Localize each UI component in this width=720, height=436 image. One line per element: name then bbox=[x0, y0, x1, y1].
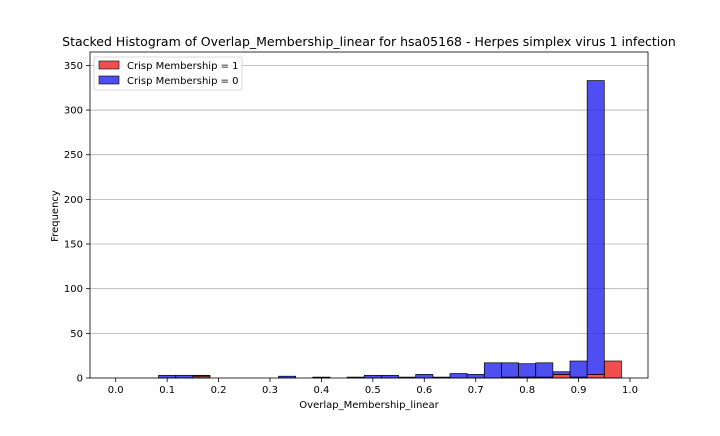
x-tick-label: 0.3 bbox=[262, 385, 278, 396]
x-tick-label: 0.5 bbox=[365, 385, 381, 396]
histogram-bar bbox=[501, 362, 519, 378]
histogram-bar bbox=[552, 371, 571, 375]
y-tick-label: 0 bbox=[77, 374, 83, 385]
legend-frame bbox=[93, 56, 243, 91]
y-tick-label: 50 bbox=[70, 329, 83, 340]
histogram-bar bbox=[158, 374, 177, 379]
histogram-bar bbox=[586, 374, 605, 379]
histogram-bar bbox=[415, 374, 434, 379]
x-tick-label: 0.2 bbox=[211, 385, 227, 396]
x-tick-label: 0.0 bbox=[108, 385, 124, 396]
x-axis-ticks: 0.0 0.1 0.2 0.3 0.4 0.5 0.6 0.7 0.8 0.9 1.0 bbox=[108, 378, 638, 396]
legend-swatch-crisp-1 bbox=[98, 60, 120, 70]
y-axis-title: Frequency bbox=[50, 190, 61, 242]
y-tick-label: 300 bbox=[64, 106, 83, 117]
y-tick-label: 350 bbox=[64, 61, 83, 72]
histogram-bar bbox=[192, 374, 211, 377]
x-axis-title: Overlap_Membership_linear bbox=[299, 400, 439, 411]
histogram-bar bbox=[586, 80, 605, 375]
x-tick-label: 0.1 bbox=[159, 385, 175, 396]
bars bbox=[158, 80, 622, 379]
legend-label-crisp-1: Crisp Membership = 1 bbox=[127, 61, 239, 72]
histogram-bar bbox=[466, 374, 485, 379]
y-tick-label: 100 bbox=[64, 284, 83, 295]
histogram-bar bbox=[518, 363, 537, 378]
histogram-bar bbox=[175, 374, 194, 379]
histogram-bar bbox=[449, 373, 468, 379]
y-tick-label: 200 bbox=[64, 195, 83, 206]
histogram-bar bbox=[535, 362, 554, 378]
x-tick-label: 0.6 bbox=[416, 385, 432, 396]
plot-frame bbox=[89, 51, 649, 379]
histogram-bar bbox=[483, 362, 502, 379]
x-tick-label: 1.0 bbox=[622, 385, 638, 396]
y-tick-label: 150 bbox=[64, 240, 83, 251]
histogram-bar bbox=[603, 360, 622, 379]
x-tick-label: 0.8 bbox=[519, 385, 535, 396]
chart-title: Stacked Histogram of Overlap_Membership_… bbox=[62, 34, 676, 49]
histogram-bar bbox=[363, 374, 382, 379]
histogram-bar bbox=[381, 374, 399, 379]
x-tick-label: 0.7 bbox=[468, 385, 484, 396]
y-tick-label: 250 bbox=[64, 150, 83, 161]
y-axis-ticks: 0 50 100 150 200 250 300 350 bbox=[64, 61, 90, 385]
legend-label-crisp-0: Crisp Membership = 0 bbox=[127, 76, 239, 87]
x-tick-label: 0.9 bbox=[571, 385, 587, 396]
legend-swatch-crisp-0 bbox=[98, 75, 120, 85]
histogram-bar bbox=[552, 374, 571, 379]
x-tick-label: 0.4 bbox=[313, 385, 329, 396]
histogram-bar bbox=[569, 360, 588, 378]
grid-lines bbox=[90, 64, 648, 334]
legend: Crisp Membership = 1 Crisp Membership = … bbox=[93, 56, 243, 91]
